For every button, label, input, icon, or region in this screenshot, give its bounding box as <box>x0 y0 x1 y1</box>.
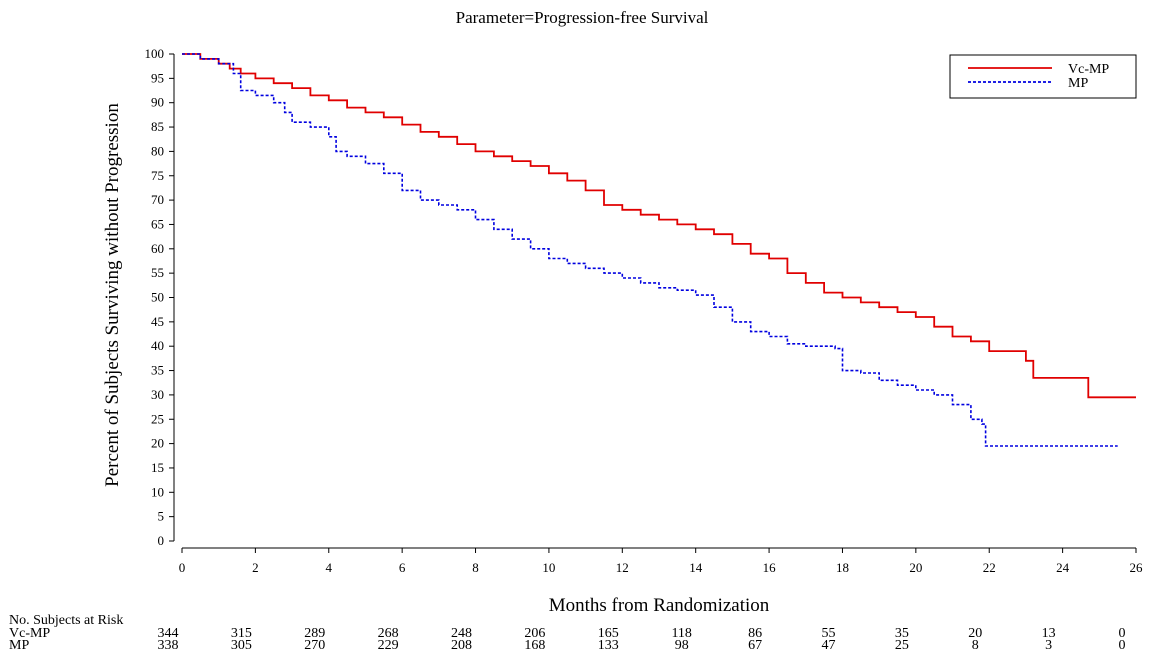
curves <box>182 53 1136 447</box>
risk-value: 208 <box>451 638 472 653</box>
y-tick-label: 5 <box>158 509 165 524</box>
x-tick-label: 24 <box>1056 560 1070 575</box>
y-tick-label: 35 <box>151 363 164 378</box>
risk-value: 67 <box>748 638 762 653</box>
risk-value: 268 <box>378 626 399 641</box>
risk-value: 20 <box>968 626 982 641</box>
legend-box <box>949 54 1137 99</box>
risk-value: 0 <box>1119 638 1126 653</box>
y-tick-label: 40 <box>151 338 164 353</box>
x-tick-label: 18 <box>836 560 849 575</box>
risk-value: 118 <box>671 626 691 641</box>
risk-value: 3 <box>1045 638 1052 653</box>
risk-value: 229 <box>378 638 399 653</box>
risk-value: 168 <box>524 638 545 653</box>
risk-value: 315 <box>231 626 252 641</box>
legend-label: MP <box>1068 76 1088 91</box>
risk-row-label: Vc-MP <box>9 626 50 641</box>
risk-value: 165 <box>598 626 619 641</box>
risk-value: 98 <box>675 638 689 653</box>
risk-value: 133 <box>598 638 619 653</box>
risk-value: 338 <box>158 638 179 653</box>
y-tick-label: 85 <box>151 119 164 134</box>
series-line-2 <box>182 53 1118 447</box>
y-axis-label: Percent of Subjects Surviving without Pr… <box>102 103 123 487</box>
risk-value: 248 <box>451 626 472 641</box>
x-axis-label: Months from Randomization <box>549 595 770 616</box>
y-tick-label: 20 <box>151 436 164 451</box>
risk-value: 305 <box>231 638 252 653</box>
x-tick-label: 14 <box>689 560 703 575</box>
y-tick-label: 50 <box>151 290 164 305</box>
y-tick-label: 75 <box>151 168 164 183</box>
legend-label: Vc-MP <box>1068 62 1109 77</box>
y-tick-label: 80 <box>151 143 164 158</box>
y-tick-label: 45 <box>151 314 164 329</box>
x-tick-label: 16 <box>763 560 777 575</box>
y-tick-label: 25 <box>151 411 164 426</box>
y-tick-label: 65 <box>151 216 164 231</box>
x-tick-label: 8 <box>472 560 479 575</box>
x-tick-label: 0 <box>179 560 186 575</box>
risk-value: 25 <box>895 638 909 653</box>
risk-value: 270 <box>304 638 325 653</box>
risk-row-label: MP <box>9 638 29 653</box>
risk-table-header: No. Subjects at Risk <box>9 613 123 628</box>
y-tick-label: 95 <box>151 70 164 85</box>
y-tick-label: 70 <box>151 192 164 207</box>
y-tick-label: 10 <box>151 484 164 499</box>
risk-value: 86 <box>748 626 762 641</box>
risk-value: 47 <box>821 638 835 653</box>
risk-value: 344 <box>158 626 179 641</box>
risk-value: 8 <box>972 638 979 653</box>
x-tick-label: 26 <box>1130 560 1144 575</box>
y-tick-label: 0 <box>158 533 165 548</box>
risk-value: 13 <box>1042 626 1056 641</box>
x-tick-label: 2 <box>252 560 259 575</box>
x-tick-label: 20 <box>909 560 922 575</box>
risk-value: 35 <box>895 626 909 641</box>
axes: 0510152025303540455055606570758085909510… <box>145 46 1144 575</box>
x-tick-label: 10 <box>542 560 555 575</box>
y-tick-label: 15 <box>151 460 164 475</box>
y-tick-label: 60 <box>151 241 164 256</box>
y-tick-label: 100 <box>145 46 165 61</box>
risk-value: 289 <box>304 626 325 641</box>
y-tick-label: 55 <box>151 265 164 280</box>
y-tick-label: 90 <box>151 95 164 110</box>
risk-table: No. Subjects at Risk Vc-MP 344 315 289 268 24… <box>9 613 1126 653</box>
x-tick-label: 12 <box>616 560 629 575</box>
chart-title: Parameter=Progression-free Survival <box>456 8 709 27</box>
x-tick-label: 4 <box>326 560 333 575</box>
risk-value: 206 <box>524 626 545 641</box>
series-line-1 <box>182 53 1136 399</box>
y-tick-label: 30 <box>151 387 164 402</box>
x-tick-label: 6 <box>399 560 406 575</box>
risk-value: 55 <box>821 626 835 641</box>
risk-value: 0 <box>1119 626 1126 641</box>
x-tick-label: 22 <box>983 560 996 575</box>
